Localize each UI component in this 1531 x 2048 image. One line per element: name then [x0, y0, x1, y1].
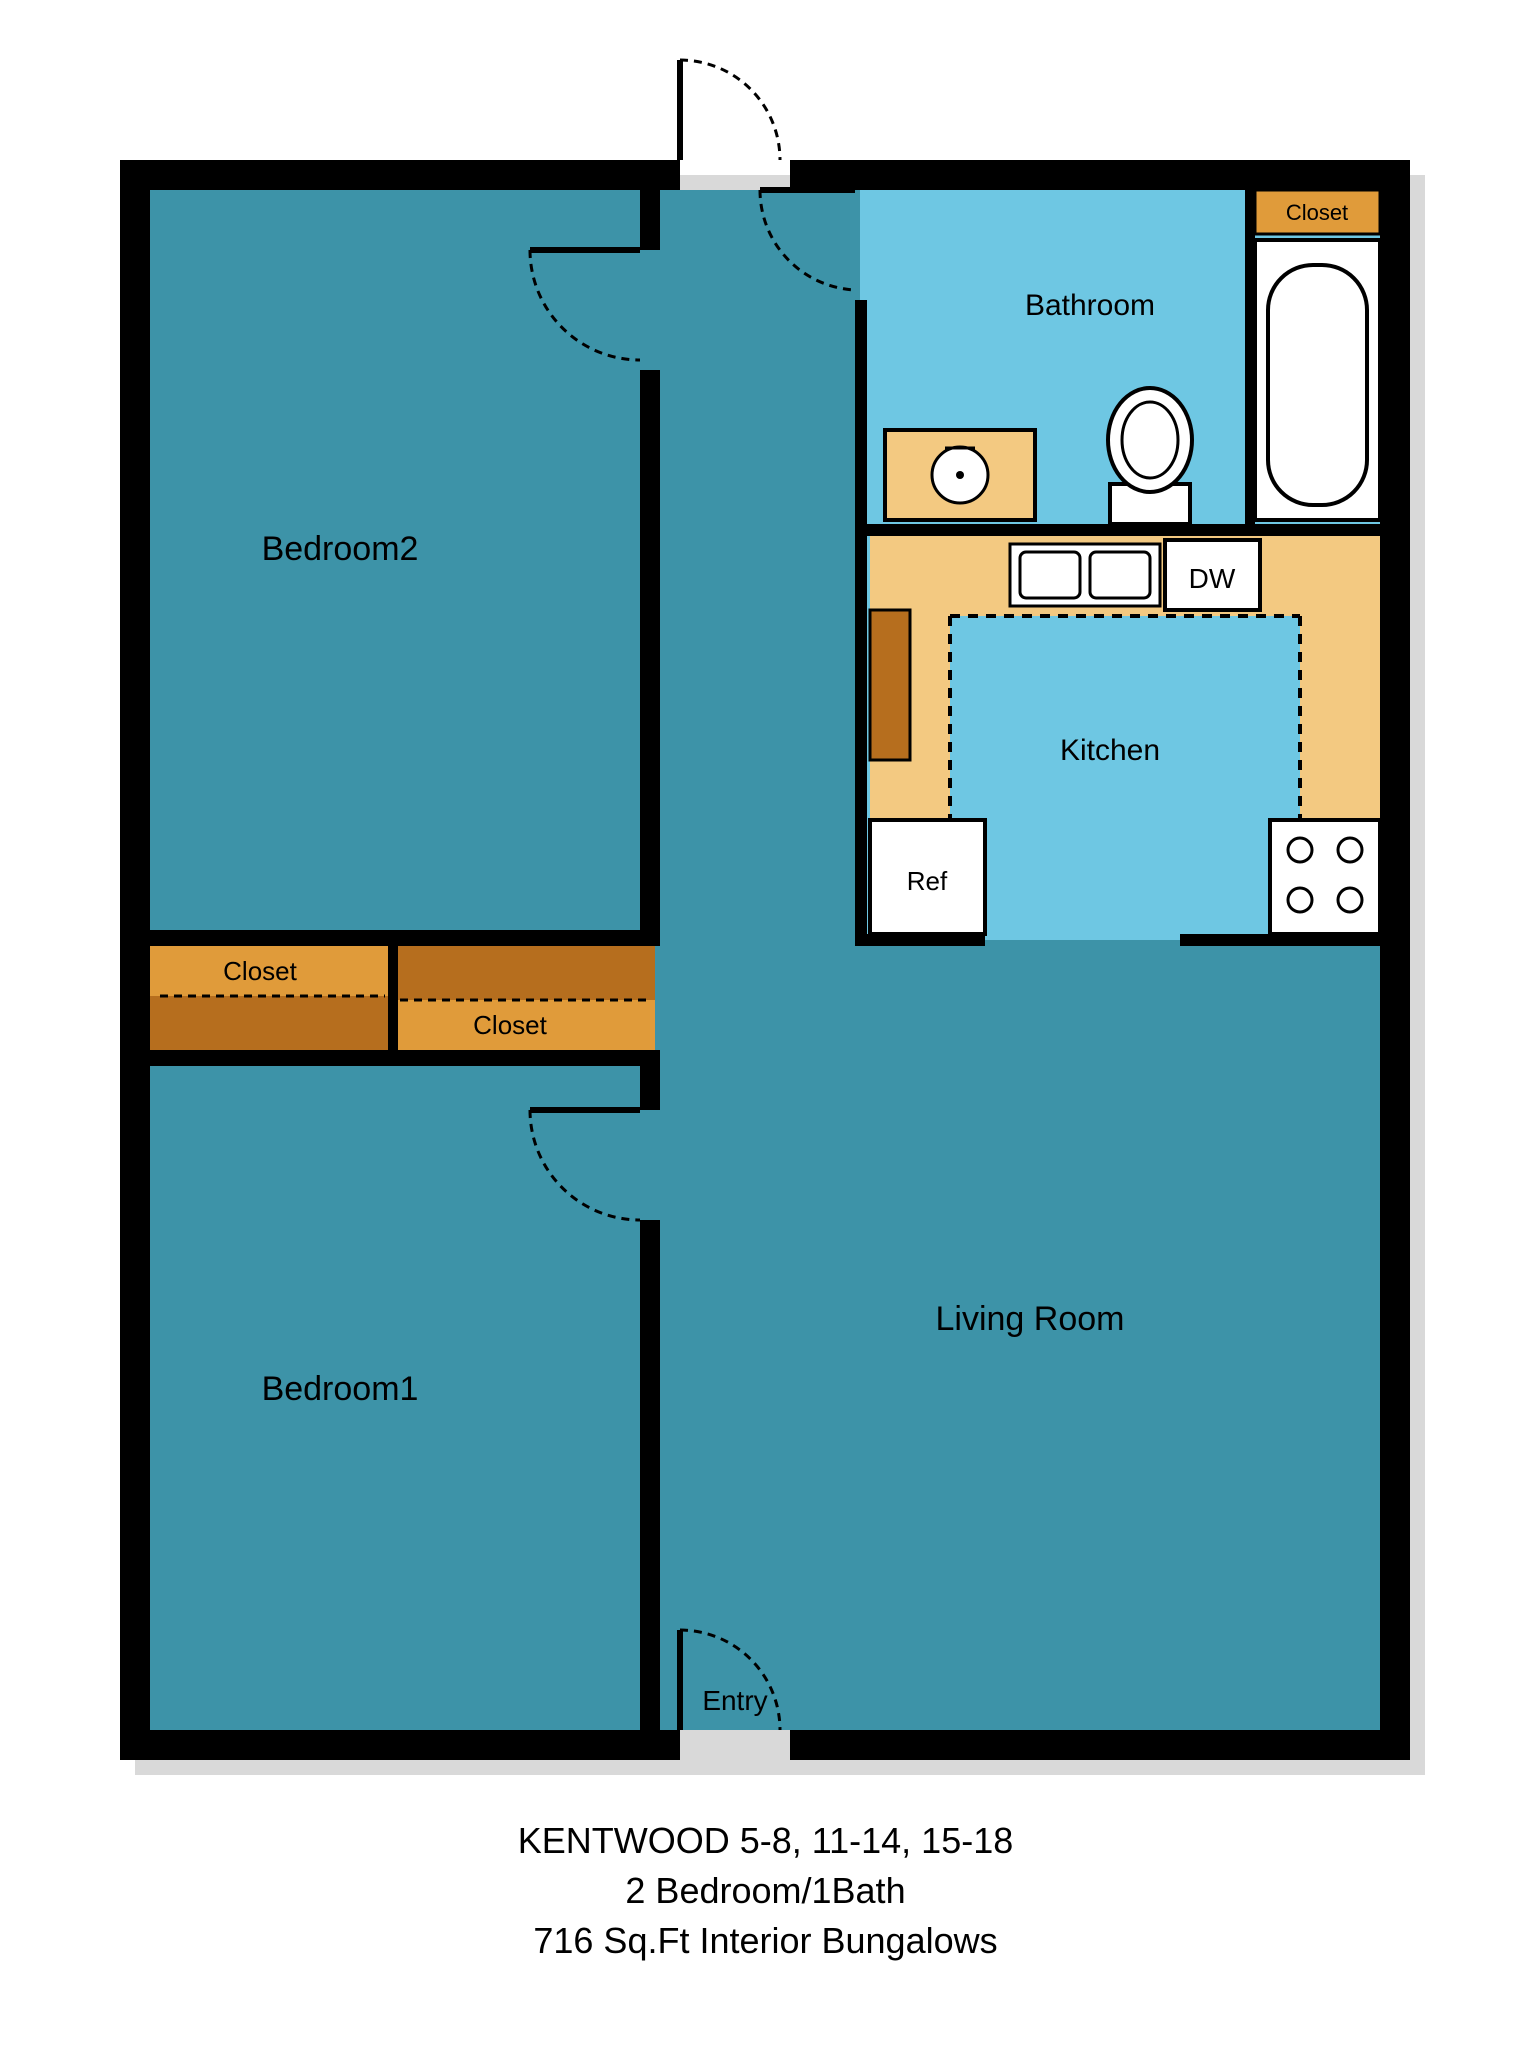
- wall-closet-top: [150, 930, 660, 946]
- pantry-panel: [870, 610, 910, 760]
- bath-sink-drain: [956, 471, 964, 479]
- top-door-arc: [680, 60, 780, 160]
- wall-closet-bottom: [150, 1050, 660, 1066]
- kitchen-label: Kitchen: [1060, 734, 1160, 767]
- wall-bottom-right: [790, 1730, 1410, 1760]
- ref-label: Ref: [907, 866, 948, 896]
- closet-divider: [388, 946, 398, 1050]
- bath-closet-label: Closet: [1286, 200, 1348, 225]
- bedroom2-label: Bedroom2: [262, 530, 419, 568]
- caption-line3: 716 Sq.Ft Interior Bungalows: [0, 1920, 1531, 1962]
- wall-right: [1380, 160, 1410, 1760]
- dw-label: DW: [1189, 563, 1236, 594]
- living-label: Living Room: [936, 1300, 1125, 1338]
- caption-line2: 2 Bedroom/1Bath: [0, 1870, 1531, 1912]
- bathtub-inner: [1268, 265, 1367, 505]
- midwall-seg4: [640, 1220, 660, 1730]
- floor-plan-page: Closet Closet Closet DW Ref: [0, 0, 1531, 2048]
- kitchen-sink-l: [1020, 552, 1080, 598]
- wall-bottom-left: [120, 1730, 680, 1760]
- closet-left-panel-b: [150, 996, 390, 1050]
- closet-right-panel-a: [395, 946, 655, 1000]
- bedroom1-label: Bedroom1: [262, 1370, 419, 1408]
- wall-left: [120, 160, 150, 1760]
- stove: [1270, 820, 1380, 934]
- midwall-seg2: [640, 370, 660, 940]
- caption-line1: KENTWOOD 5-8, 11-14, 15-18: [0, 1820, 1531, 1862]
- closet-right-label: Closet: [473, 1010, 547, 1040]
- wall-top-left: [120, 160, 680, 190]
- midwall-seg1: [640, 190, 660, 250]
- closet-left-label: Closet: [223, 956, 297, 986]
- bathroom-label: Bathroom: [1025, 289, 1155, 322]
- midwall-seg3: [640, 1060, 660, 1110]
- entry-label: Entry: [702, 1685, 767, 1716]
- tub-wall: [1245, 190, 1255, 526]
- bath-kitchen-west-wall: [855, 300, 867, 940]
- kitchen-sink-r: [1090, 552, 1150, 598]
- wall-top-right: [790, 160, 1410, 190]
- floor-plan-svg: Closet Closet Closet DW Ref: [0, 0, 1531, 2048]
